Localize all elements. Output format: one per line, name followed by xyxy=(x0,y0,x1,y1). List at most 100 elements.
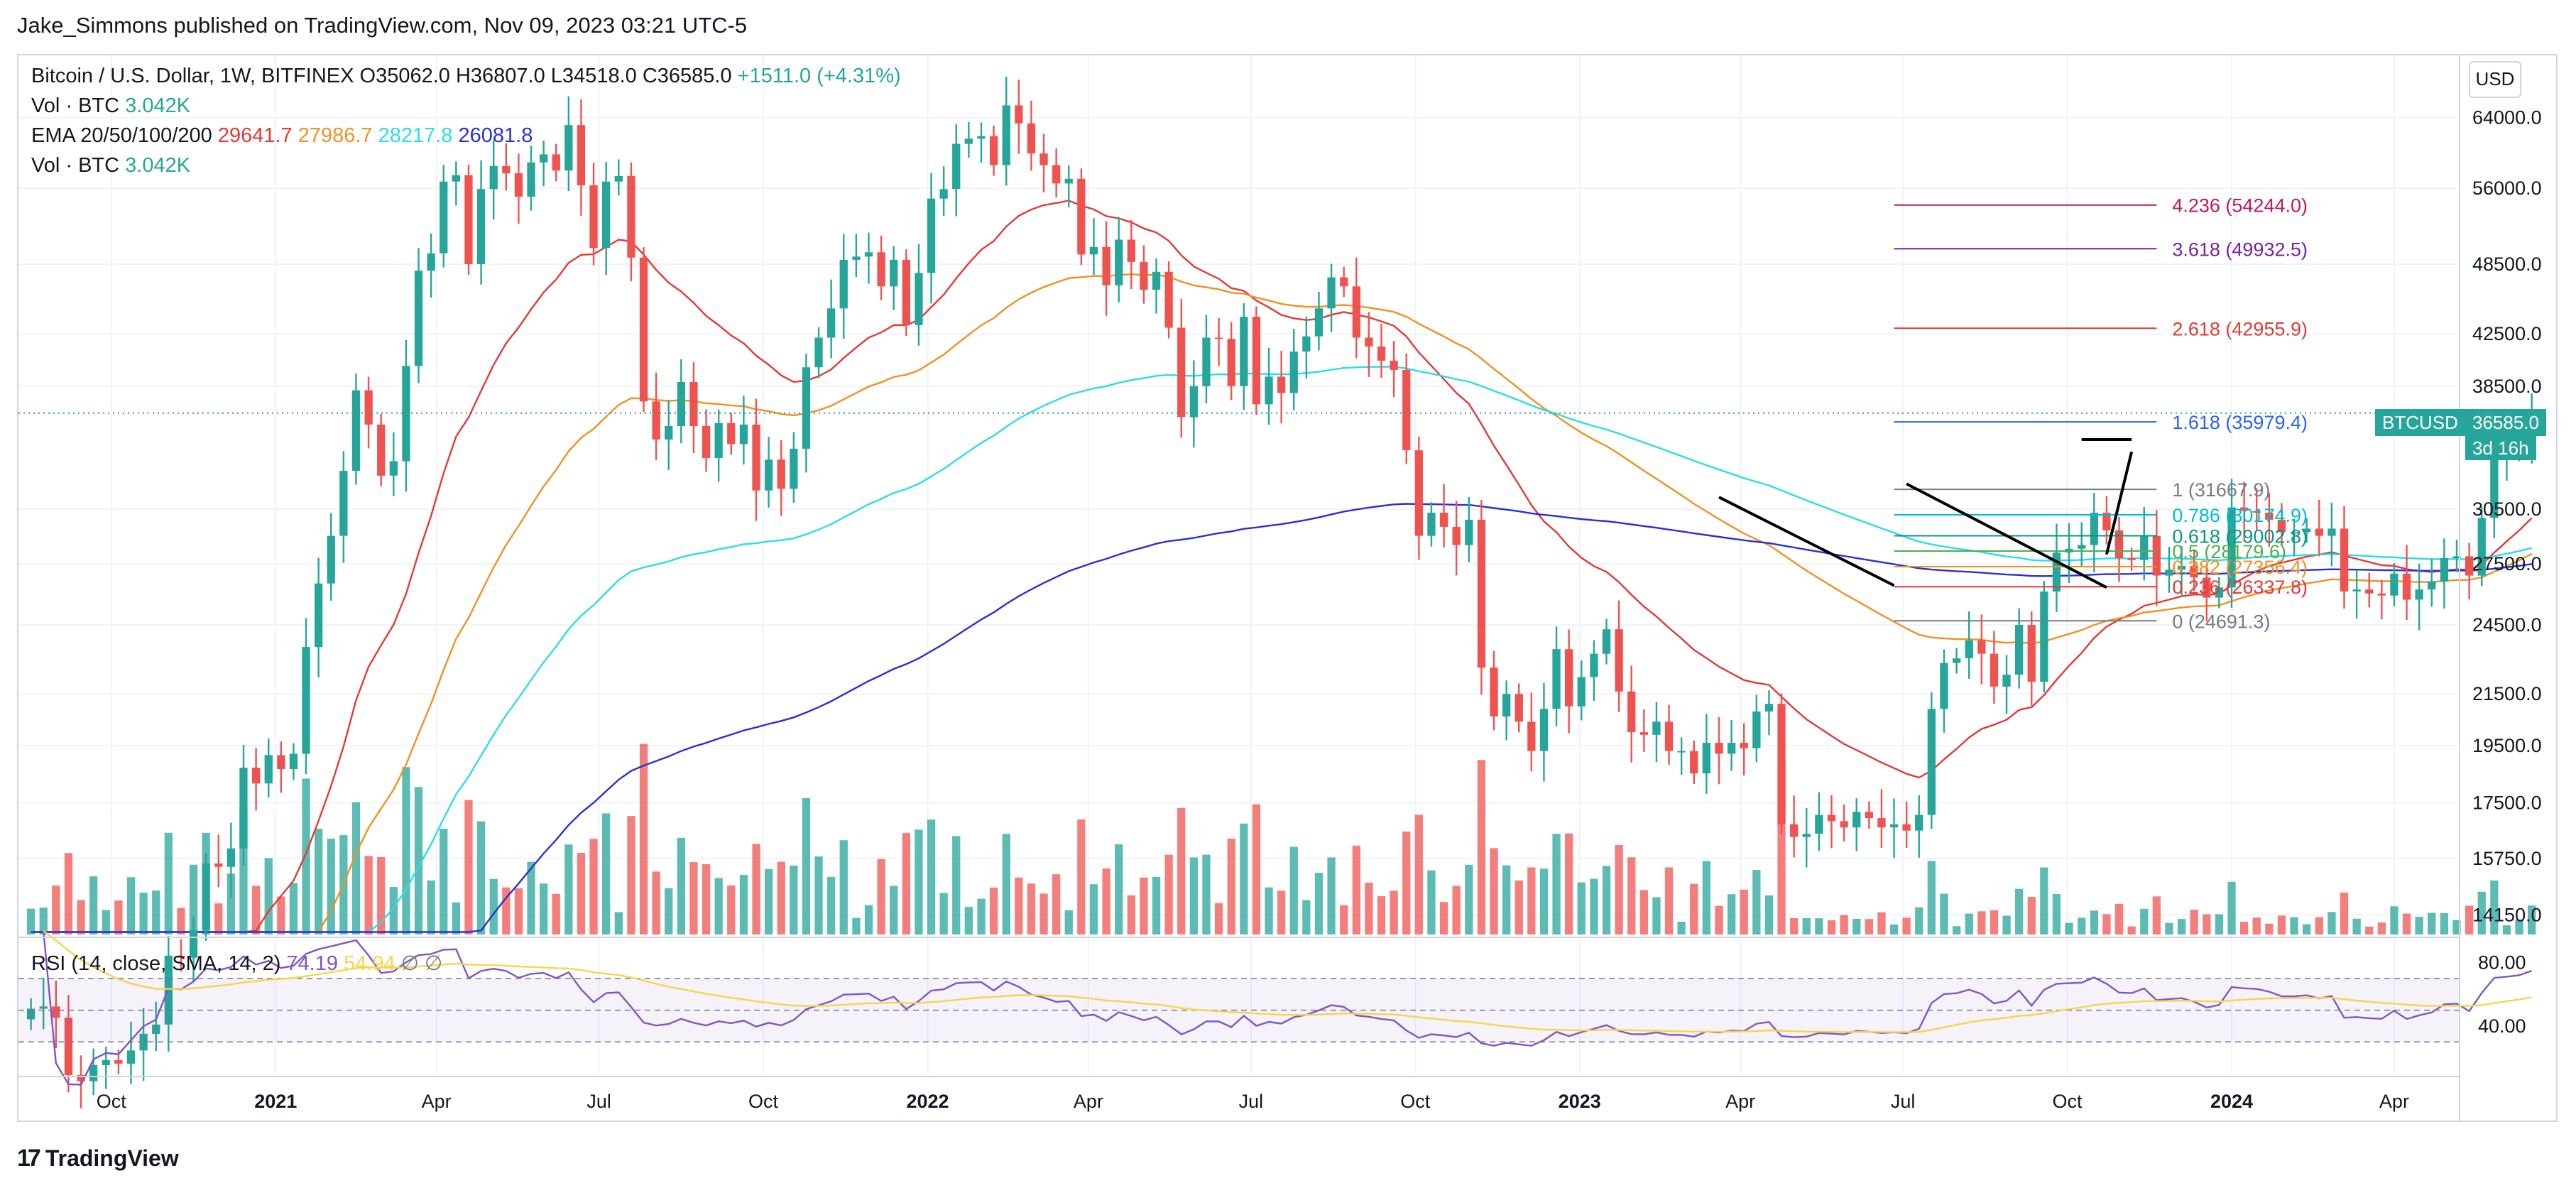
volume-bar xyxy=(765,868,773,934)
candle-body xyxy=(2152,535,2161,576)
candle-body xyxy=(752,424,760,491)
trendlines xyxy=(1718,437,2134,589)
volume-bar xyxy=(1664,867,1674,934)
candle-body xyxy=(1502,694,1511,716)
rsi-label: RSI (14, close, SMA, 14, 2) xyxy=(31,952,281,975)
volume-bar xyxy=(1639,890,1648,934)
tradingview-brand[interactable]: 17 TradingView xyxy=(17,1145,179,1172)
volume-bar xyxy=(1077,819,1086,934)
candle-body xyxy=(2127,558,2136,560)
symbol-price-tag: BTCUSD xyxy=(2375,409,2465,436)
volume-bar xyxy=(364,856,373,934)
candle-body xyxy=(1340,277,1348,287)
volume-bar xyxy=(2290,917,2298,934)
candle-body xyxy=(139,1033,148,1051)
candle-body xyxy=(1427,513,1436,536)
volume-bar xyxy=(1365,883,1373,934)
candle-body xyxy=(214,863,223,867)
volume-bar xyxy=(252,885,261,934)
candle-body xyxy=(864,252,873,257)
volume-bar xyxy=(1340,905,1348,934)
trendline xyxy=(1906,482,2107,589)
volume-bar xyxy=(177,908,185,934)
volume-bar xyxy=(1164,854,1173,934)
candle-body xyxy=(89,1064,98,1081)
volume-bar xyxy=(1889,924,1899,934)
volume-bar xyxy=(1252,804,1261,934)
candle-body xyxy=(1077,178,1086,255)
candle-body xyxy=(1064,178,1073,184)
volume-bar xyxy=(1915,907,1923,934)
currency-selector[interactable]: USD xyxy=(2469,61,2521,98)
rsi-tick-label: 80.00 xyxy=(2478,952,2526,974)
candle-body xyxy=(427,253,435,271)
candle-body xyxy=(1302,336,1311,352)
volume-bar xyxy=(1227,839,1235,934)
last-price-tag: 36585.0 xyxy=(2465,409,2546,436)
volume-bar xyxy=(239,810,248,934)
ema20-line xyxy=(31,200,2533,933)
volume-bar xyxy=(2377,922,2386,934)
volume-bar xyxy=(927,819,936,934)
candle-body xyxy=(2428,581,2436,590)
volume-bar xyxy=(502,887,511,934)
candle-body xyxy=(1627,691,1636,733)
candle-body xyxy=(1790,824,1799,837)
candle-body xyxy=(2340,528,2349,592)
candle-body xyxy=(302,647,310,754)
volume-bar xyxy=(1515,881,1523,934)
candle-body xyxy=(1352,286,1360,338)
volume-bar xyxy=(1202,854,1211,934)
volume-bar xyxy=(1902,917,1911,934)
volume-bar xyxy=(1490,848,1498,934)
rsi-value: 74.19 xyxy=(286,952,338,975)
volume-bar xyxy=(589,839,598,934)
volume-bar xyxy=(227,873,235,934)
fib-level-label: 2.618 (42955.9) xyxy=(2172,318,2308,339)
volume-bar xyxy=(890,885,898,934)
volume-bar xyxy=(864,905,873,934)
volume-bar xyxy=(2315,917,2323,934)
candle-body xyxy=(652,401,660,440)
volume-bar xyxy=(2203,914,2211,934)
volume-bar xyxy=(1015,877,1023,934)
volume-bar xyxy=(552,893,560,934)
volume-bar xyxy=(739,875,748,934)
candle-body xyxy=(2452,556,2461,559)
ema200-value: 26081.8 xyxy=(458,124,533,147)
volume-bar xyxy=(1390,890,1398,934)
candle-body xyxy=(964,138,973,144)
candle-body xyxy=(564,125,573,171)
volume-bar xyxy=(1690,883,1698,934)
candle-body xyxy=(777,459,785,489)
volume-bar xyxy=(139,893,148,934)
time-tick-label: Apr xyxy=(1725,1091,1755,1112)
candle-body xyxy=(1102,246,1110,285)
candle-body xyxy=(602,181,611,249)
candle-body xyxy=(52,1006,60,1018)
volume-bar xyxy=(1177,807,1186,934)
candle-body xyxy=(1590,653,1598,677)
candle-body xyxy=(540,154,548,163)
volume-bar xyxy=(1552,834,1561,934)
volume-bar xyxy=(2002,915,2011,934)
candle-body xyxy=(2078,545,2086,549)
candle-body xyxy=(677,382,685,426)
ohlc-values: O35062.0 H36807.0 L34518.0 C36585.0 xyxy=(359,65,732,87)
candle-body xyxy=(1227,339,1235,386)
candle-body xyxy=(1377,346,1386,361)
volume-bar xyxy=(1790,917,1799,934)
candle-body xyxy=(1752,711,1761,748)
volume-bar xyxy=(915,829,923,935)
candle-body xyxy=(27,1008,36,1020)
candle-body xyxy=(2327,528,2336,536)
candle-body xyxy=(1740,743,1748,748)
candle-body xyxy=(464,175,473,264)
volume-bar xyxy=(1815,918,1823,934)
volume-bar xyxy=(164,832,173,934)
price-tick-label: 14150.0 xyxy=(2472,905,2542,926)
candle-body xyxy=(990,136,998,165)
volume-bar xyxy=(2078,917,2086,934)
volume-bar xyxy=(2402,913,2411,934)
